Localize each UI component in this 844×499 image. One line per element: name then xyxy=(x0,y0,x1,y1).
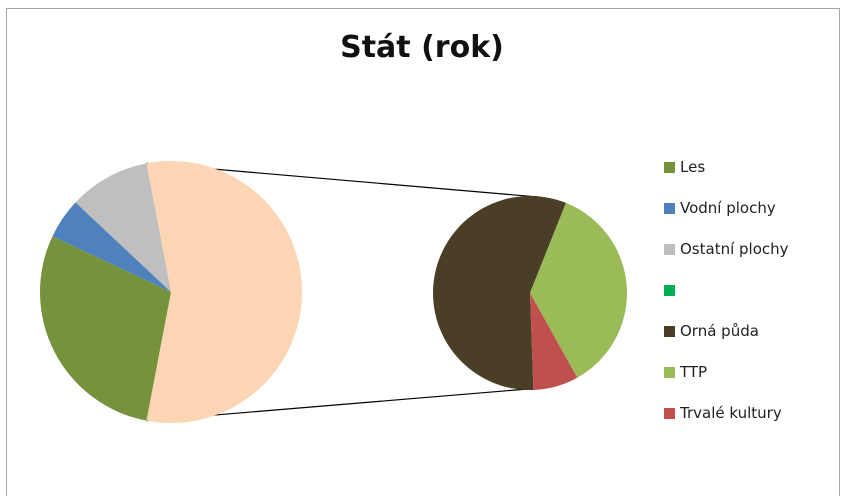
legend-item-unnamed xyxy=(664,279,680,301)
legend-swatch xyxy=(664,202,675,214)
legend-item-les: Les xyxy=(664,156,705,178)
legend-item-vodni-plochy: Vodní plochy xyxy=(664,197,776,219)
pie-slice-ostatni-plochy xyxy=(75,163,171,292)
legend-label: Vodní plochy xyxy=(680,199,776,217)
legend-swatch xyxy=(664,284,675,296)
legend-label: TTP xyxy=(680,363,708,381)
legend-label: Ostatní plochy xyxy=(680,240,789,258)
legend-label: Orná půda xyxy=(680,322,759,340)
legend-label: Les xyxy=(680,158,706,176)
pie-slice-orna-puda xyxy=(432,195,566,390)
legend-swatch xyxy=(664,161,675,173)
legend-item-orna-puda: Orná půda xyxy=(664,320,759,342)
pie-slice-vodni-plochy xyxy=(52,202,171,292)
pie-slice-ttp xyxy=(530,202,628,378)
legend-swatch xyxy=(664,243,675,255)
pie-slice-trvale-kultury xyxy=(530,293,578,390)
pie-slice-les xyxy=(40,236,171,421)
legend-swatch xyxy=(664,325,675,337)
legend-swatch xyxy=(664,407,675,419)
legend-item-trvale-kultury: Trvalé kultury xyxy=(664,402,782,424)
legend-swatch xyxy=(664,366,675,378)
legend-label: Trvalé kultury xyxy=(680,404,782,422)
legend-item-ostatni-plochy: Ostatní plochy xyxy=(664,238,789,260)
pie-slice-aggregate xyxy=(146,161,302,424)
legend-item-ttp: TTP xyxy=(664,361,707,383)
chart-title: Stát (rok) xyxy=(340,30,504,65)
